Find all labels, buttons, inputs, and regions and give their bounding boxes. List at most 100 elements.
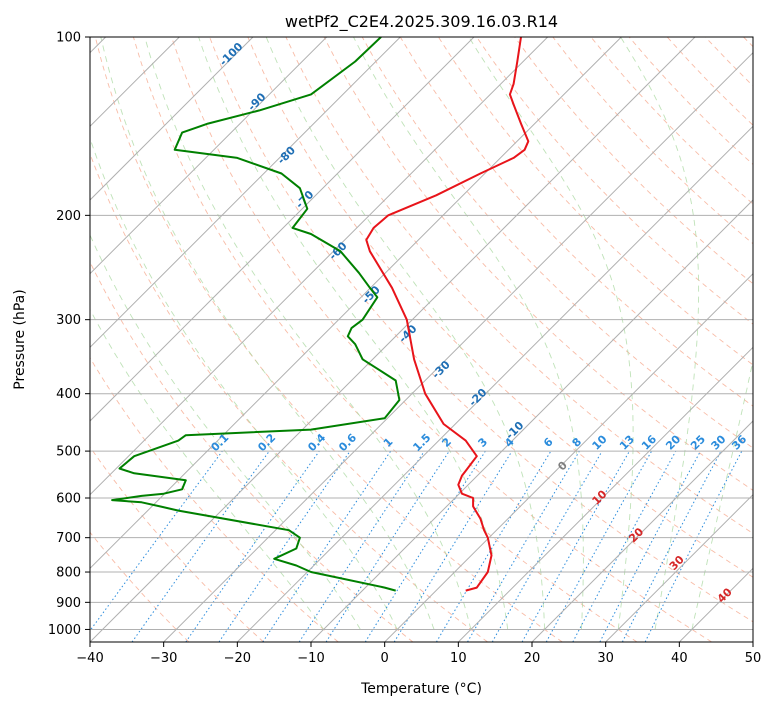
dry-adiabat <box>438 37 753 366</box>
isotherm-label: -80 <box>275 144 298 167</box>
dry-adiabat <box>90 152 488 642</box>
x-tick-label: 50 <box>745 651 762 666</box>
isotherm-line <box>90 37 475 422</box>
y-tick-label: 900 <box>56 596 81 611</box>
dry-adiabat <box>171 37 712 642</box>
isotherm-label: -20 <box>466 386 489 409</box>
mixing-ratio-label: 25 <box>688 433 708 453</box>
isotherm-line <box>90 37 401 349</box>
isotherm-label: -100 <box>217 40 246 69</box>
moist-adiabat <box>620 37 700 630</box>
grid-lines <box>90 37 753 642</box>
dry-adiabat <box>399 37 753 407</box>
moist-adiabat <box>265 37 546 630</box>
moist-adiabat <box>90 234 361 630</box>
isotherm-label: 10 <box>590 487 610 507</box>
mixing-ratio-line <box>599 450 701 642</box>
dry-adiabat <box>704 37 753 87</box>
isotherm-line <box>531 420 753 642</box>
mixing-ratio-label: 36 <box>729 432 749 452</box>
dry-adiabat <box>209 37 753 623</box>
y-axis-title: Pressure (hPa) <box>12 289 28 389</box>
y-tick-label: 1000 <box>48 623 81 638</box>
x-tick-label: 0 <box>381 651 389 666</box>
mixing-ratio-line <box>218 450 351 642</box>
x-tick-label: 20 <box>524 651 541 666</box>
mixing-ratio-label: 30 <box>709 432 729 452</box>
y-tick-label: 800 <box>56 566 81 581</box>
isotherm-line <box>384 272 753 642</box>
x-tick-label: 40 <box>671 651 688 666</box>
mixing-ratio-label: 16 <box>639 432 659 452</box>
y-tick-label: 300 <box>56 313 81 328</box>
mixing-ratio-label: 3 <box>476 435 491 450</box>
moist-adiabat <box>90 136 398 630</box>
mixing-ratio-label: 8 <box>570 435 585 450</box>
x-tick-label: 10 <box>450 651 467 666</box>
mixing-ratio-line <box>185 450 320 642</box>
mixing-ratio-line <box>572 450 677 642</box>
mixing-ratio-line <box>545 450 653 642</box>
mixing-ratio-label: 6 <box>541 435 556 450</box>
dewpoint-profile <box>111 37 401 592</box>
moist-adiabat <box>353 37 584 630</box>
isotherm-line <box>678 567 753 642</box>
x-tick-label: −40 <box>76 651 103 666</box>
mixing-ratio-label: 13 <box>617 433 637 453</box>
mixing-ratio-line <box>325 450 450 642</box>
isotherm-line <box>90 37 328 275</box>
data-series <box>111 37 530 592</box>
mixing-ratio-label: 1 <box>381 435 396 450</box>
mixing-ratio-line <box>298 450 425 642</box>
isotherm-line <box>163 51 753 642</box>
mixing-ratio-line <box>90 450 223 632</box>
temperature-profile <box>365 37 530 592</box>
isotherm-label: -50 <box>360 283 383 306</box>
y-tick-label: 100 <box>56 31 81 46</box>
dry-adiabat <box>666 37 753 126</box>
mixing-ratio-line <box>644 450 743 642</box>
mixing-ratio-line <box>262 450 392 642</box>
dry-adiabat <box>90 356 339 642</box>
mixing-ratio-line <box>467 450 580 642</box>
y-tick-label: 200 <box>56 209 81 224</box>
dry-adiabat <box>247 37 753 578</box>
x-tick-label: −30 <box>150 651 177 666</box>
dry-adiabat <box>361 37 753 449</box>
y-tick-label: 500 <box>56 445 81 460</box>
plot-frame <box>89 36 754 643</box>
isotherm-line <box>236 125 753 642</box>
y-tick-label: 700 <box>56 531 81 546</box>
isotherm-line <box>90 37 254 201</box>
isotherm-label: 20 <box>626 525 646 545</box>
isotherm-line <box>90 37 622 570</box>
x-tick-label: −10 <box>297 651 324 666</box>
x-axis-title: Temperature (°C) <box>360 681 482 697</box>
isotherm-line <box>310 199 753 642</box>
moist-adiabat <box>198 37 509 630</box>
mixing-ratio-line <box>521 450 630 642</box>
y-tick-label: 600 <box>56 492 81 507</box>
background-lines <box>90 37 753 642</box>
isotherm-label: -30 <box>430 358 453 381</box>
dry-adiabat <box>90 446 264 642</box>
dry-adiabat <box>514 37 753 285</box>
x-axis: −40 −30 −20 −10 0 10 20 30 40 50 <box>76 642 761 666</box>
dry-adiabat <box>90 261 414 642</box>
y-tick-label: 400 <box>56 387 81 402</box>
dry-adiabat <box>552 37 753 245</box>
moist-adiabat <box>468 37 634 630</box>
moist-adiabat <box>691 358 753 630</box>
chart-title: wetPf2_C2E4.2025.309.16.03.R14 <box>285 12 558 32</box>
mixing-ratio-line <box>393 450 513 642</box>
dry-adiabat <box>132 37 638 642</box>
dry-adiabat <box>90 531 190 642</box>
x-tick-label: −20 <box>224 651 251 666</box>
mixing-ratio-label: 10 <box>590 432 610 452</box>
mixing-ratio-line <box>364 450 486 642</box>
isotherm-line <box>90 37 696 642</box>
mixing-ratio-line <box>435 450 552 642</box>
y-axis: 100 200 300 400 500 600 700 800 900 1000 <box>48 31 90 638</box>
x-tick-label: 30 <box>597 651 614 666</box>
